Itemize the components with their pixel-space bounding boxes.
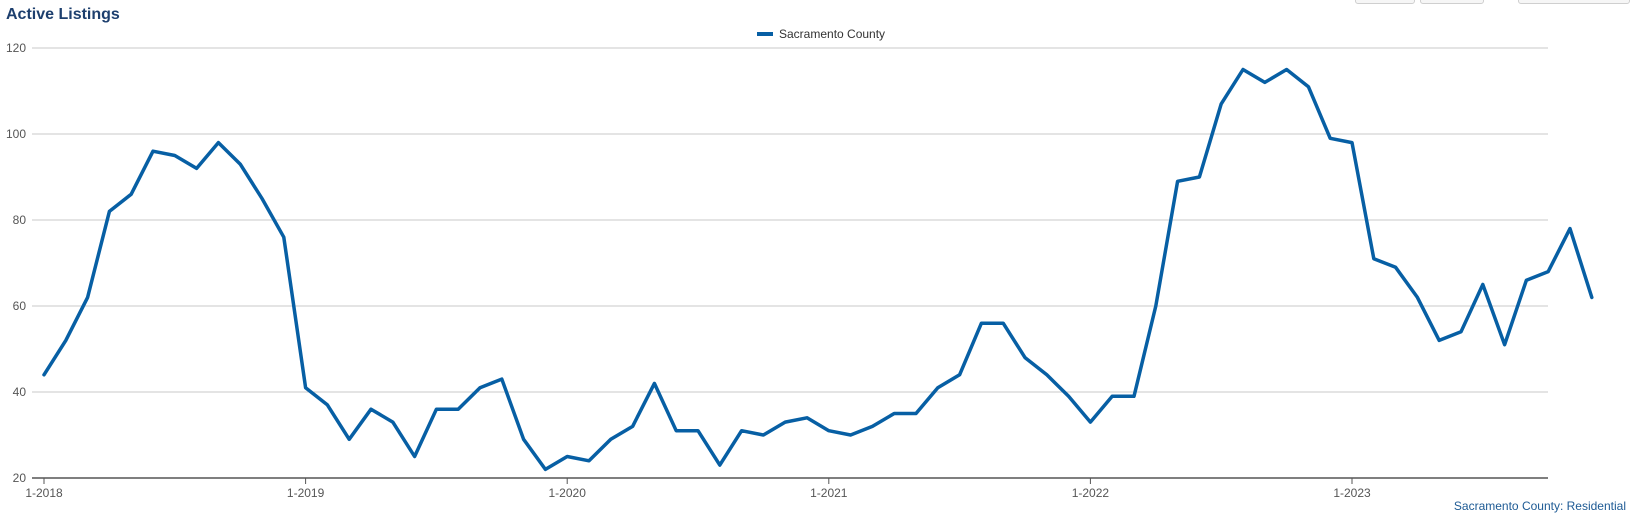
data-point	[522, 437, 526, 441]
data-point	[1067, 394, 1071, 398]
data-point	[325, 403, 329, 407]
legend-label: Sacramento County	[779, 27, 886, 41]
data-point	[696, 429, 700, 433]
data-point	[347, 437, 351, 441]
data-point	[1154, 304, 1158, 308]
data-point	[979, 321, 983, 325]
y-tick-label: 100	[6, 127, 26, 141]
data-point	[1132, 394, 1136, 398]
data-point	[107, 209, 111, 213]
data-point	[805, 416, 809, 420]
data-point	[1394, 265, 1398, 269]
x-tick-label: 1-2020	[549, 486, 587, 500]
data-point	[500, 377, 504, 381]
data-point	[260, 197, 264, 201]
data-point	[1219, 102, 1223, 106]
data-point	[718, 463, 722, 467]
data-point	[783, 420, 787, 424]
data-point	[1306, 85, 1310, 89]
y-tick-label: 60	[13, 299, 27, 313]
data-point	[1088, 420, 1092, 424]
data-point	[958, 373, 962, 377]
data-point	[674, 429, 678, 433]
x-tick-label: 1-2021	[810, 486, 848, 500]
data-point	[369, 407, 373, 411]
data-point	[1001, 321, 1005, 325]
data-point	[1241, 68, 1245, 72]
legend-swatch	[757, 32, 773, 36]
toolbar-button[interactable]	[1420, 0, 1484, 4]
data-point	[652, 381, 656, 385]
data-point	[849, 433, 853, 437]
data-point	[1263, 80, 1267, 84]
source-note: Sacramento County: Residential	[1453, 499, 1626, 513]
legend[interactable]: Sacramento County	[757, 27, 885, 41]
data-point	[1372, 257, 1376, 261]
data-point	[1568, 227, 1572, 231]
data-point	[936, 386, 940, 390]
data-point	[456, 407, 460, 411]
data-point	[892, 412, 896, 416]
data-point	[1590, 295, 1594, 299]
data-point	[565, 455, 569, 459]
x-tick-label: 1-2023	[1333, 486, 1371, 500]
data-point	[1350, 141, 1354, 145]
data-point	[1524, 278, 1528, 282]
x-tick-label: 1-2018	[25, 486, 63, 500]
data-point	[870, 424, 874, 428]
data-point	[195, 166, 199, 170]
data-point	[282, 235, 286, 239]
y-tick-label: 20	[13, 471, 27, 485]
data-point	[391, 420, 395, 424]
data-point	[1328, 136, 1332, 140]
y-tick-label: 40	[13, 385, 27, 399]
data-point	[587, 459, 591, 463]
data-point	[86, 295, 90, 299]
x-tick-label: 1-2019	[287, 486, 325, 500]
data-point	[1045, 373, 1049, 377]
data-point	[609, 437, 613, 441]
data-point	[1481, 283, 1485, 287]
data-point	[761, 433, 765, 437]
data-point	[129, 192, 133, 196]
chart-title: Active Listings	[6, 6, 120, 23]
data-point	[1415, 295, 1419, 299]
data-point	[1110, 394, 1114, 398]
data-point	[914, 412, 918, 416]
y-tick-label: 80	[13, 213, 27, 227]
data-point	[42, 373, 46, 377]
data-point	[64, 338, 68, 342]
data-point	[827, 429, 831, 433]
data-point	[1459, 330, 1463, 334]
x-tick-label: 1-2022	[1072, 486, 1110, 500]
data-point	[1176, 179, 1180, 183]
data-point	[216, 141, 220, 145]
data-point	[1197, 175, 1201, 179]
data-point	[1285, 68, 1289, 72]
series-line	[42, 67, 1594, 472]
data-point	[434, 407, 438, 411]
toolbar-button[interactable]	[1355, 0, 1415, 4]
data-point	[238, 162, 242, 166]
data-point	[1503, 343, 1507, 347]
data-point	[304, 386, 308, 390]
y-tick-label: 120	[6, 41, 26, 55]
data-point	[478, 386, 482, 390]
data-point	[543, 467, 547, 471]
data-point	[1437, 338, 1441, 342]
data-point	[631, 424, 635, 428]
data-point	[151, 149, 155, 153]
data-point	[413, 455, 417, 459]
data-point	[1023, 356, 1027, 360]
data-point	[740, 429, 744, 433]
data-point	[173, 154, 177, 158]
data-point	[1546, 270, 1550, 274]
